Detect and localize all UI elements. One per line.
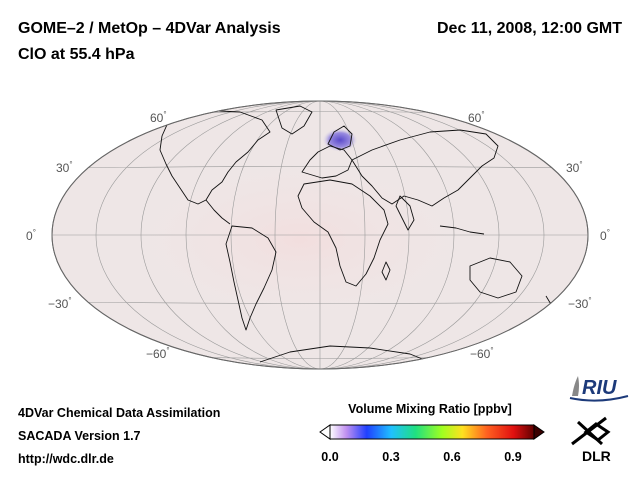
colorbar-tick-2: 0.6	[443, 450, 461, 464]
dlr-text: DLR	[582, 448, 611, 464]
asia	[351, 129, 499, 207]
dlr-logo	[564, 412, 624, 468]
lat-label-right-60: 60°	[468, 110, 485, 125]
lat-label-left-m60: −60°	[146, 346, 170, 361]
colorbar-title: Volume Mixing Ratio [ppbv]	[348, 402, 512, 416]
footer-info: 4DVar Chemical Data Assimilation SACADA …	[18, 402, 220, 471]
madagascar	[381, 261, 391, 281]
graticule-meridians	[95, 101, 545, 369]
plot-title: GOME–2 / MetOp – 4DVar Analysis ClO at 5…	[18, 16, 281, 68]
colorbar-tick-3: 0.9	[504, 450, 522, 464]
india	[395, 195, 415, 231]
lat-label-right-m60: −60°	[470, 346, 494, 361]
riu-text: RIU	[582, 377, 617, 399]
scandinavia	[327, 125, 353, 151]
map-outline	[51, 100, 589, 370]
colorbar-tick-0: 0.0	[321, 450, 339, 464]
colorbar-tick-1: 0.3	[382, 450, 400, 464]
colorbar	[319, 424, 545, 440]
field-pink-region	[90, 140, 510, 340]
footer-line-1: 4DVar Chemical Data Assimilation	[18, 406, 221, 420]
title-line-2: ClO at 55.4 hPa	[18, 46, 135, 63]
indonesia	[439, 225, 485, 235]
title-line-1: GOME–2 / MetOp – 4DVar Analysis	[18, 20, 281, 37]
plot-date: Dec 11, 2008, 12:00 GMT	[437, 20, 622, 37]
north-america	[159, 109, 271, 205]
colorbar-arrow-left	[319, 424, 331, 440]
colorbar-arrow-right	[533, 424, 545, 440]
africa	[297, 179, 389, 287]
australia	[469, 257, 523, 299]
lat-label-left-30: 30°	[56, 160, 73, 175]
lat-label-right-m30: −30°	[568, 296, 592, 311]
antarctica	[259, 345, 431, 363]
lat-label-right-0: 0°	[600, 228, 610, 243]
lat-label-left-60: 60°	[150, 110, 167, 125]
central-america	[205, 199, 231, 225]
south-america	[225, 225, 277, 331]
footer-link[interactable]: http://wdc.dlr.de	[18, 452, 114, 466]
greenland	[275, 105, 313, 135]
riu-logo: RIU	[568, 374, 630, 404]
colorbar-legend: Volume Mixing Ratio [ppbv] 0.0 0.3 0.6 0…	[318, 402, 548, 464]
lat-label-left-m30: −30°	[48, 296, 72, 311]
lat-label-right-30: 30°	[566, 160, 583, 175]
coastlines	[159, 105, 553, 363]
europe	[301, 145, 353, 179]
lat-label-left-0: 0°	[26, 228, 36, 243]
colorbar-ramp	[329, 424, 535, 440]
footer-line-2: SACADA Version 1.7	[18, 429, 141, 443]
